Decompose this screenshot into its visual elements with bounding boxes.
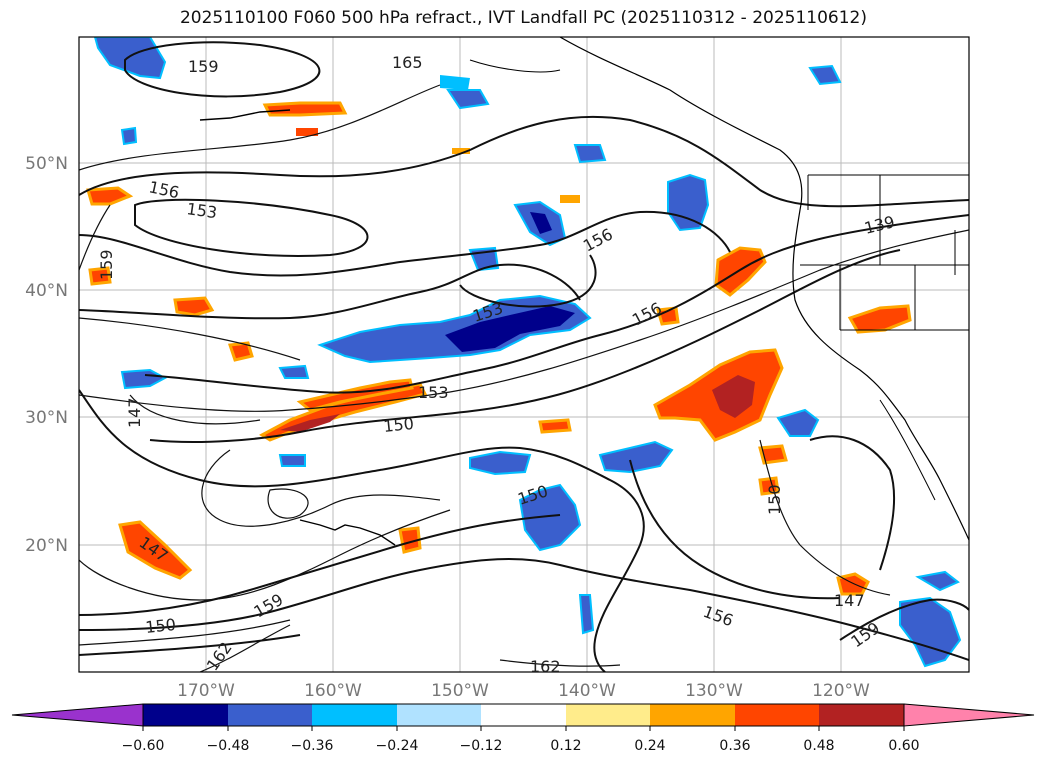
positive-anomaly-fills — [86, 101, 912, 596]
colorbar-swatch — [735, 704, 819, 726]
colorbar: −0.60 −0.48 −0.36 −0.24 −0.12 0.12 0.24 … — [11, 703, 1035, 754]
lon-label-150w: 150°W — [431, 681, 489, 701]
colorbar-extend-low — [11, 703, 144, 727]
contour-153-closed — [134, 198, 369, 257]
contour-label: 159 — [97, 249, 116, 280]
contour-label: 150 — [144, 615, 176, 637]
contour-156-mid — [79, 210, 731, 277]
colorbar-tick: 0.48 — [803, 738, 834, 754]
map-title: 2025110100 F060 500 hPa refract., IVT La… — [179, 8, 867, 28]
colorbar-swatch — [228, 704, 312, 726]
contour-label: 159 — [188, 57, 219, 76]
contour-156-low — [79, 557, 969, 661]
contour-159-north — [124, 41, 321, 98]
contour-label: 150 — [765, 484, 784, 515]
colorbar-tick: −0.36 — [291, 738, 334, 754]
colorbar-swatch — [397, 704, 481, 726]
colorbar-tick: 0.36 — [719, 738, 750, 754]
contour-label: 162 — [530, 657, 561, 676]
colorbar-swatch — [566, 704, 650, 726]
contour-label: 165 — [392, 53, 423, 72]
coastline — [199, 37, 969, 546]
colorbar-tick: −0.60 — [122, 738, 165, 754]
colorbar-tick: 0.60 — [888, 738, 919, 754]
map-panel — [79, 37, 969, 672]
height-contours — [79, 41, 969, 672]
colorbar-swatch — [312, 704, 397, 726]
colorbar-tick: 0.12 — [550, 738, 581, 754]
contour-156-south — [144, 214, 969, 394]
colorbar-swatch — [650, 704, 735, 726]
contour-label: 147 — [834, 591, 865, 610]
colorbar-swatch — [819, 704, 904, 726]
lat-label-50n: 50°N — [25, 154, 68, 174]
lon-label-160w: 160°W — [304, 681, 362, 701]
contour-156-south2 — [79, 514, 561, 616]
contour-label: 147 — [125, 397, 144, 428]
colorbar-swatch — [481, 704, 566, 726]
lon-label-120w: 120°W — [812, 681, 870, 701]
colorbar-tick: −0.48 — [207, 738, 250, 754]
lon-label-130w: 130°W — [685, 681, 743, 701]
hawaii-islands — [299, 519, 396, 546]
contour-150 — [149, 249, 901, 443]
contour-156-north — [79, 115, 969, 208]
colorbar-swatch — [143, 704, 228, 726]
aleutian-islands — [199, 109, 291, 121]
lat-label-40n: 40°N — [25, 281, 68, 301]
political-boundaries — [800, 174, 969, 331]
lat-label-30n: 30°N — [25, 408, 68, 428]
contour-thin-north — [79, 84, 441, 171]
colorbar-tick: −0.24 — [376, 738, 419, 754]
graticule — [79, 37, 969, 672]
colorbar-tick: 0.24 — [634, 738, 665, 754]
lon-label-140w: 140°W — [558, 681, 616, 701]
coast-north-america — [559, 37, 969, 541]
lat-label-20n: 20°N — [25, 536, 68, 556]
contour-label: 153 — [185, 199, 218, 222]
lon-label-170w: 170°W — [177, 681, 235, 701]
contour-150-south — [79, 389, 645, 672]
colorbar-frame — [142, 703, 905, 727]
contour-153-mid — [79, 263, 581, 320]
contour-label: 150 — [382, 414, 414, 436]
colorbar-tick: −0.12 — [460, 738, 503, 754]
contour-closed-153 — [459, 254, 597, 308]
colorbar-extend-high — [903, 703, 1035, 727]
contour-label: 153 — [418, 383, 449, 402]
map-frame — [78, 36, 970, 673]
